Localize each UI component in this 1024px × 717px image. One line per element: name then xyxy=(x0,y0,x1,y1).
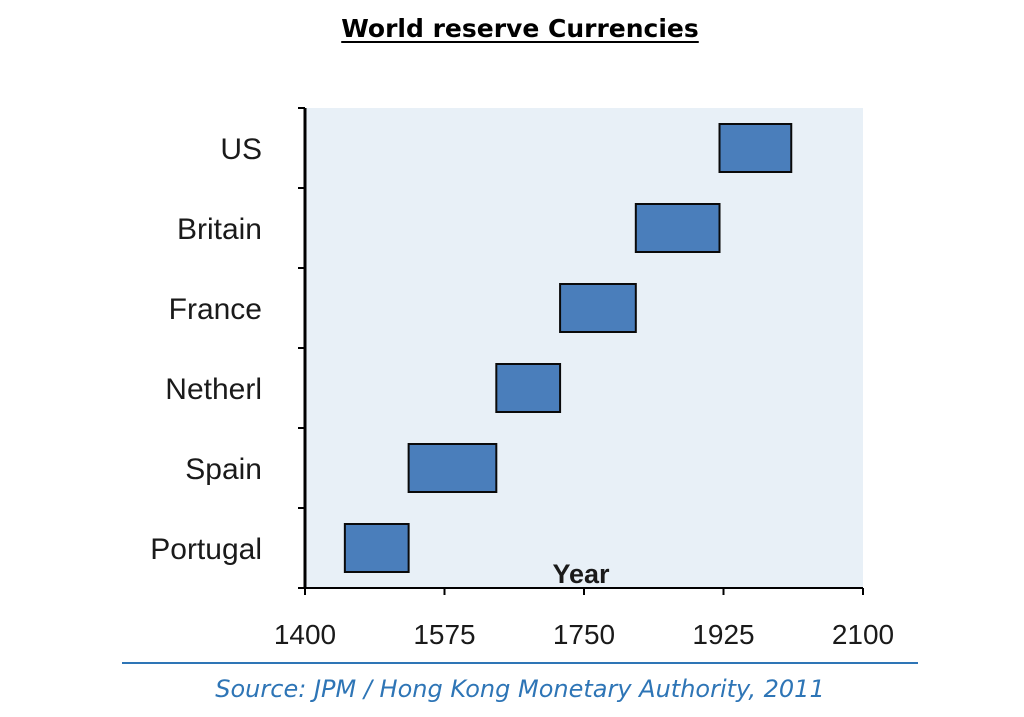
source-divider xyxy=(122,662,918,664)
x-tick-label-1750: 1750 xyxy=(553,619,615,650)
x-tick-label-1925: 1925 xyxy=(692,619,754,650)
chart: Portugal Spain Netherl France Britain US 1400… xyxy=(150,107,895,650)
bar-spain xyxy=(407,443,498,493)
bar-us xyxy=(718,123,793,173)
y-tick-label-france: France xyxy=(169,293,262,326)
source-note: Source: JPM / Hong Kong Monetary Authori… xyxy=(215,675,825,703)
y-tick-label-portugal: Portugal xyxy=(150,533,262,566)
axes xyxy=(298,107,864,595)
bar-portugal xyxy=(343,523,410,573)
y-tick-label-netherl: Netherl xyxy=(165,373,262,406)
x-tick-label-1575: 1575 xyxy=(413,619,475,650)
bar-britain xyxy=(634,203,721,253)
x-tick-label-1400: 1400 xyxy=(274,619,336,650)
y-tick-labels: Portugal Spain Netherl France Britain US xyxy=(150,133,262,566)
bar-france xyxy=(559,283,637,333)
y-tick-label-spain: Spain xyxy=(185,453,262,486)
x-axis-label: Year xyxy=(552,559,610,589)
plot-area xyxy=(305,108,863,588)
x-tick-label-2100: 2100 xyxy=(832,619,894,650)
chart-title: World reserve Currencies xyxy=(341,14,699,43)
x-tick-labels: 1400 1575 1750 1925 2100 xyxy=(274,619,894,650)
y-tick-label-us: US xyxy=(220,133,262,166)
bar-group xyxy=(343,123,793,573)
bar-netherl xyxy=(495,363,562,413)
y-tick-label-britain: Britain xyxy=(177,213,262,246)
